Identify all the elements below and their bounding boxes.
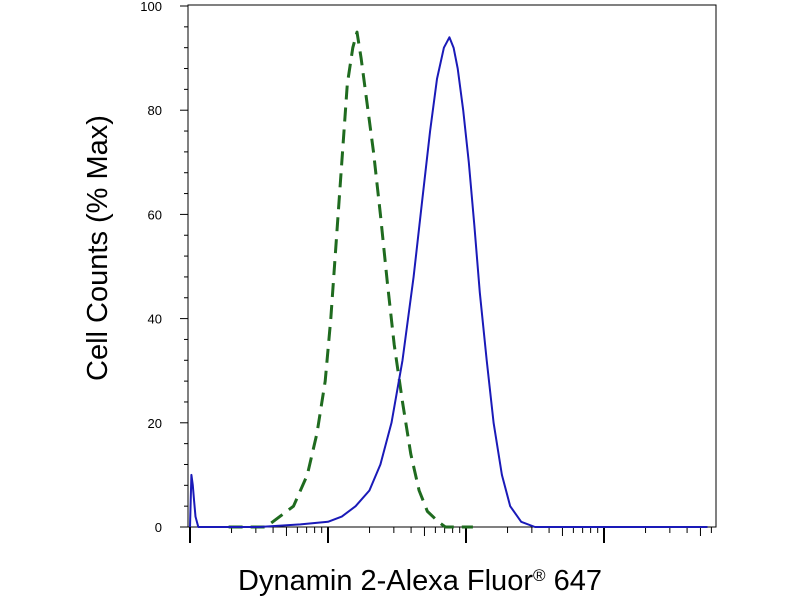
series-layer	[189, 30, 708, 529]
x-axis-title: Dynamin 2-Alexa Fluor® 647	[238, 565, 602, 597]
plot-frame	[187, 4, 717, 528]
y-tick-label: 80	[148, 103, 162, 118]
y-tick-label: 20	[148, 416, 162, 431]
y-axis: 0 20 40 60 80 100	[140, 0, 188, 535]
x-axis-title-main: Dynamin 2-Alexa Fluor	[238, 565, 533, 597]
x-axis-title-mark: ®	[533, 566, 546, 585]
y-tick-label: 0	[155, 520, 162, 535]
y-tick-label: 40	[148, 312, 162, 327]
solid-series-line	[189, 36, 708, 528]
x-axis-title-suffix: 647	[546, 565, 602, 597]
x-axis	[189, 527, 712, 543]
dashed-series-line	[228, 30, 473, 529]
y-tick-label: 100	[140, 0, 162, 14]
y-axis-title: Cell Counts (% Max)	[82, 115, 114, 381]
y-tick-label: 60	[148, 207, 162, 222]
